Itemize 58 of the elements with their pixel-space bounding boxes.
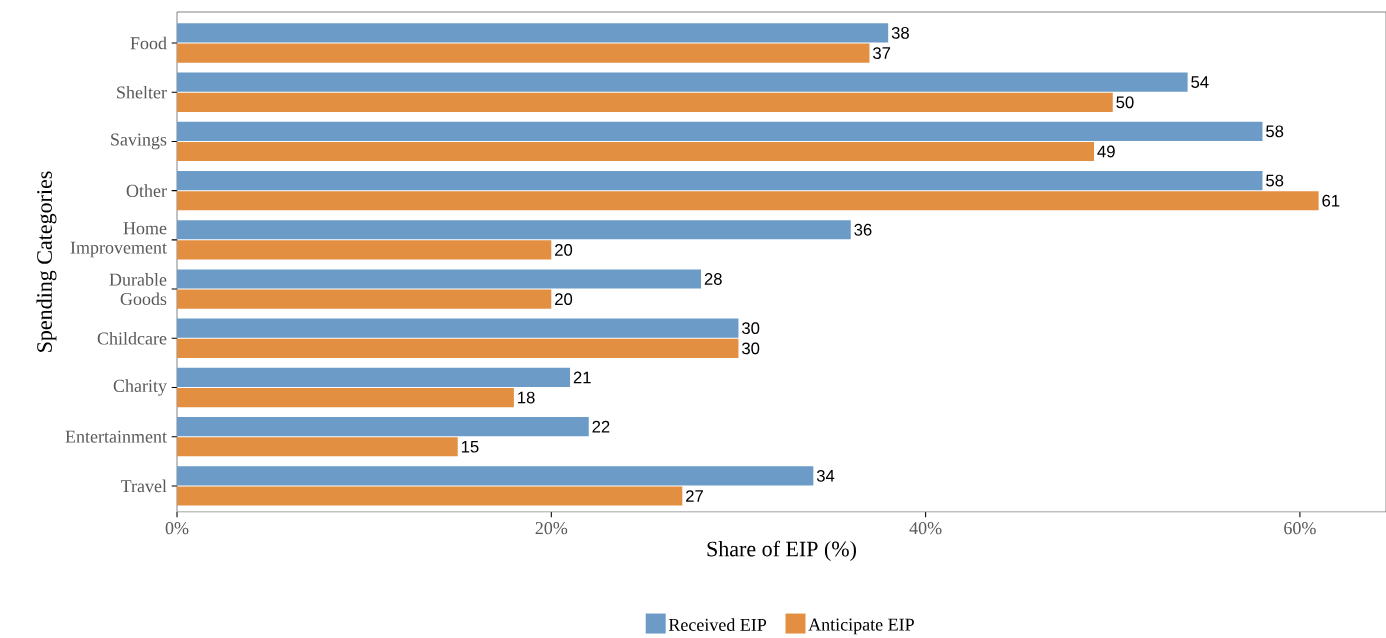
data-label: 37 — [873, 47, 891, 59]
bar — [177, 367, 571, 387]
y-axis-title: Spending Categories — [36, 171, 57, 352]
data-label: 54 — [1191, 76, 1209, 88]
data-label: 30 — [742, 322, 760, 335]
y-tick-label: Durable Goods — [109, 273, 167, 306]
data-label: 38 — [891, 27, 909, 39]
bar — [177, 417, 589, 437]
bar — [177, 23, 889, 43]
bar — [177, 318, 739, 338]
bar — [177, 72, 1188, 92]
data-label: 61 — [1322, 194, 1340, 207]
bar — [177, 387, 514, 408]
y-tick-label: Entertainment — [65, 430, 167, 443]
data-label: 20 — [555, 293, 573, 306]
bar — [177, 269, 702, 289]
data-label: 18 — [518, 391, 535, 404]
bar — [177, 486, 683, 506]
y-tick-label: Savings — [111, 133, 167, 150]
data-label: 30 — [742, 342, 760, 355]
bar — [177, 466, 814, 486]
data-label: 36 — [854, 223, 872, 236]
data-label: 49 — [1097, 145, 1115, 158]
legend-label: Anticipate EIP — [808, 618, 914, 635]
data-label: 58 — [1266, 174, 1284, 187]
y-tick-label: Charity — [113, 379, 167, 396]
bar — [177, 437, 458, 457]
y-tick-label: Shelter — [117, 85, 167, 99]
y-tick-label: Food — [130, 36, 167, 50]
bar — [177, 141, 1095, 162]
bar — [177, 289, 552, 309]
bar — [177, 43, 870, 63]
x-tick-label: 40% — [909, 522, 942, 535]
data-label: 20 — [555, 244, 573, 256]
bar — [177, 338, 739, 358]
bar — [177, 191, 1319, 211]
bar — [177, 121, 1263, 141]
data-label: 50 — [1116, 96, 1134, 109]
x-axis-title: Share of EIP (%) — [707, 540, 856, 561]
data-label: 21 — [573, 371, 591, 384]
y-tick-label: Other — [126, 184, 167, 197]
x-tick-label: 60% — [1284, 522, 1316, 535]
x-tick-label: 20% — [535, 522, 568, 535]
bar — [177, 240, 552, 260]
bar — [177, 220, 851, 240]
data-label: 27 — [686, 490, 703, 502]
data-label: 28 — [704, 273, 722, 285]
data-label: 58 — [1266, 125, 1284, 138]
data-label: 22 — [592, 420, 610, 433]
x-tick-label: 0% — [165, 522, 189, 535]
data-label: 15 — [461, 440, 479, 453]
y-tick-label: Childcare — [97, 331, 167, 345]
y-tick-label: Travel — [120, 479, 167, 493]
bar — [177, 170, 1263, 191]
legend-label: Received EIP — [668, 618, 767, 631]
y-tick-label: Home Improvement — [70, 222, 167, 258]
data-label: 34 — [816, 469, 835, 482]
bar — [177, 92, 1113, 112]
